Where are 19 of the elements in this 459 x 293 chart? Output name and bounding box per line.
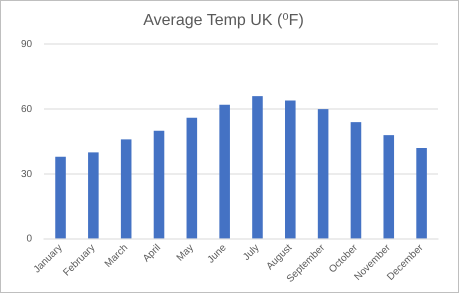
bar bbox=[383, 135, 394, 238]
bar bbox=[416, 148, 427, 238]
x-tick-label: May bbox=[174, 242, 196, 264]
bar bbox=[154, 130, 164, 238]
bar bbox=[55, 156, 66, 238]
bar bbox=[252, 96, 263, 238]
y-tick-label: 0 bbox=[26, 234, 33, 245]
y-tick-label: 60 bbox=[21, 104, 33, 115]
bar bbox=[350, 122, 362, 238]
bar bbox=[120, 139, 132, 238]
y-tick-label: 30 bbox=[21, 168, 33, 180]
bar bbox=[318, 109, 328, 238]
bar bbox=[88, 152, 99, 238]
x-tick-label: July bbox=[241, 242, 262, 263]
bar bbox=[186, 118, 198, 238]
y-tick-label: 90 bbox=[21, 38, 33, 50]
chart-title: Average Temp UK (⁰F) bbox=[143, 12, 304, 30]
bar bbox=[219, 104, 230, 238]
bar bbox=[285, 100, 296, 238]
